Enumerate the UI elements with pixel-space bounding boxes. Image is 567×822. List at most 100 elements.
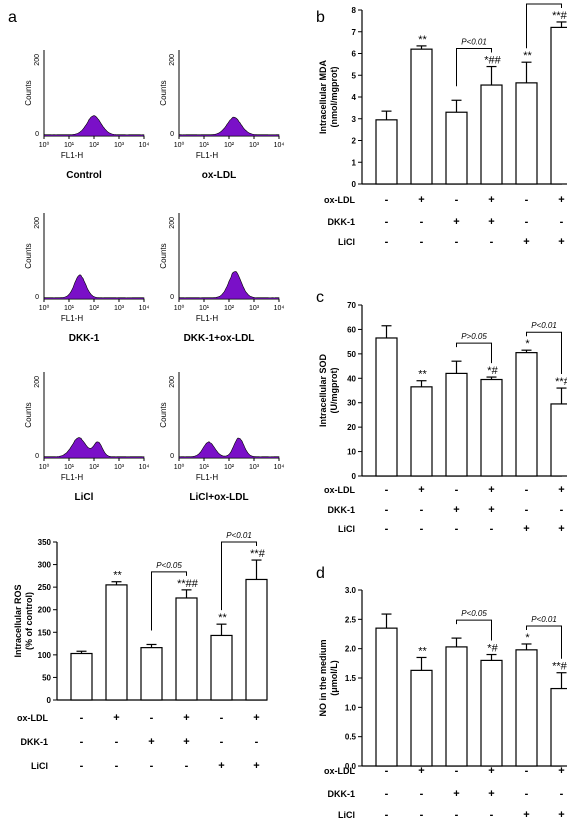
flow-x-tick-label: 10³ <box>114 142 125 149</box>
treatment-sign: - <box>150 712 154 724</box>
treatment-sign: + <box>558 194 564 206</box>
bar <box>550 687 567 767</box>
flow-x-label: FL1-H <box>61 473 83 482</box>
treatment-sign: - <box>80 712 84 724</box>
treatment-sign: + <box>488 504 494 516</box>
treatment-sign: + <box>418 484 424 496</box>
flow-x-tick-label: 10² <box>89 142 100 149</box>
bar <box>375 337 398 477</box>
treatment-sign: - <box>385 194 389 206</box>
bar <box>410 669 433 767</box>
y-axis-label: NO in the medium <box>318 639 328 716</box>
bar <box>515 352 538 477</box>
treatment-sign: + <box>488 765 494 777</box>
y-tick-label: 1.5 <box>345 674 357 683</box>
treatment-row-label: ox-LDL <box>324 485 355 495</box>
treatment-sign: - <box>455 484 459 496</box>
treatment-sign: - <box>185 760 189 772</box>
treatment-sign: + <box>523 523 529 535</box>
treatment-sign: - <box>420 216 424 228</box>
treatment-sign: + <box>558 765 564 777</box>
flow-x-tick-label: 10⁰ <box>39 141 50 149</box>
y-tick-label: 5 <box>352 71 357 80</box>
treatment-sign: + <box>148 736 154 748</box>
significance-mark: * <box>525 338 530 350</box>
flow-panel: 200 0 Counts 10⁰ 10¹ 10² 10³ 10⁴ FL1-H DKK-1+ox-L… <box>159 213 284 344</box>
treatment-sign: - <box>455 765 459 777</box>
y-tick-label: 0.0 <box>345 762 357 771</box>
y-axis-label: Intracellular SOD <box>318 353 328 427</box>
treatment-sign: - <box>525 216 529 228</box>
treatment-sign: - <box>420 809 424 821</box>
treatment-sign: + <box>488 788 494 800</box>
flow-x-tick-label: 10¹ <box>64 142 75 149</box>
p-value-label: P<0.05 <box>156 561 182 570</box>
treatment-row-label: DKK-1 <box>327 789 355 799</box>
treatment-sign: - <box>220 712 224 724</box>
treatment-sign: - <box>560 504 564 516</box>
flow-y-max-label: 200 <box>34 54 41 66</box>
y-tick-label: 50 <box>42 673 51 682</box>
y-tick-label: 6 <box>352 50 357 59</box>
treatment-sign: + <box>558 236 564 248</box>
comparison-bracket <box>221 541 257 611</box>
treatment-sign: - <box>385 504 389 516</box>
treatment-sign: + <box>113 712 119 724</box>
bar-chart-mda: 0 1 2 3 4 5 6 7 8 Intracellular MDA (nmol/mgprot) *… <box>318 0 567 248</box>
significance-mark: **## <box>552 661 567 673</box>
y-tick-label: 7 <box>352 28 357 37</box>
flow-x-tick-label: 10¹ <box>199 464 210 471</box>
flow-x-tick-label: 10² <box>224 142 235 149</box>
panel-label-d: d <box>316 565 325 582</box>
significance-mark: ** <box>113 570 122 582</box>
significance-mark: ** <box>218 612 227 624</box>
y-tick-label: 1.0 <box>345 703 357 712</box>
flow-y-label: Counts <box>159 402 168 427</box>
treatment-sign: - <box>220 736 224 748</box>
treatment-sign: + <box>523 809 529 821</box>
flow-y-label: Counts <box>159 80 168 105</box>
flow-condition-label: LiCl <box>75 492 94 503</box>
flow-x-label: FL1-H <box>61 151 83 160</box>
flow-panel: 200 0 Counts 10⁰ 10¹ 10² 10³ 10⁴ FL1-H LiCl <box>24 372 149 503</box>
flow-x-tick-label: 10¹ <box>199 305 210 312</box>
treatment-sign: - <box>525 484 529 496</box>
bar <box>445 646 468 767</box>
y-tick-label: 0 <box>352 180 357 189</box>
p-value-label: P<0.01 <box>531 0 557 2</box>
flow-x-label: FL1-H <box>61 314 83 323</box>
treatment-sign: + <box>558 523 564 535</box>
significance-mark: ** <box>523 50 532 62</box>
treatment-sign: - <box>525 504 529 516</box>
treatment-sign: + <box>488 216 494 228</box>
y-tick-label: 40 <box>347 374 356 383</box>
panel-label-c: c <box>316 289 324 306</box>
flow-x-tick-label: 10¹ <box>199 142 210 149</box>
bar <box>105 584 128 701</box>
treatment-sign: - <box>490 523 494 535</box>
flow-y-label: Counts <box>24 243 33 268</box>
treatment-sign: + <box>488 484 494 496</box>
treatment-row-label: LiCl <box>338 524 355 534</box>
flow-condition-label: DKK-1 <box>69 333 100 344</box>
significance-mark: * <box>525 632 530 644</box>
significance-mark: *# <box>487 643 498 655</box>
panel-label-b: b <box>316 9 325 26</box>
bar-chart-ros: 0 50 100 150 200 250 300 350 Intracellular ROS (%… <box>13 531 268 772</box>
bar-chart-no: 0.0 0.5 1.0 1.5 2.0 2.5 3.0 NO in the medium (μm… <box>318 586 567 821</box>
y-tick-label: 0 <box>47 696 52 705</box>
treatment-sign: - <box>455 523 459 535</box>
p-value-label: P<0.01 <box>461 38 487 47</box>
y-tick-label: 70 <box>347 301 356 310</box>
flow-y-zero-label: 0 <box>35 131 39 138</box>
y-tick-label: 2 <box>352 137 357 146</box>
flow-y-max-label: 200 <box>169 217 176 229</box>
flow-y-zero-label: 0 <box>170 453 174 460</box>
y-tick-label: 150 <box>38 628 52 637</box>
flow-y-zero-label: 0 <box>170 294 174 301</box>
comparison-bracket <box>456 619 492 641</box>
bar <box>245 578 268 701</box>
flow-y-max-label: 200 <box>34 217 41 229</box>
bar <box>375 627 398 767</box>
